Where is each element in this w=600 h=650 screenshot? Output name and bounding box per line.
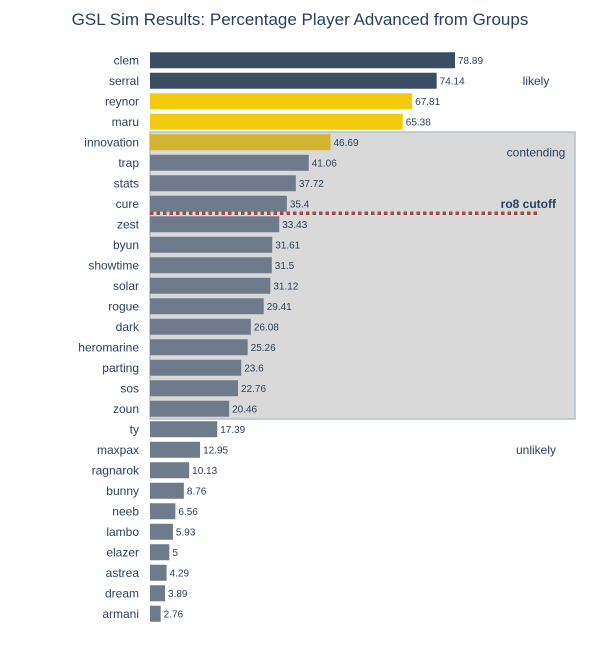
value-label-neeb: 6.56 — [178, 507, 198, 518]
tick-label-maru: maru — [112, 115, 139, 129]
tick-label-zest: zest — [117, 217, 140, 231]
tick-label-clem: clem — [114, 53, 139, 67]
value-label-rogue: 29.41 — [267, 302, 292, 313]
tick-label-ty: ty — [130, 422, 139, 436]
value-label-serral: 74.14 — [440, 76, 465, 87]
value-label-stats: 37.72 — [299, 179, 324, 190]
bar-cure — [150, 195, 287, 212]
bar-sos — [150, 380, 238, 397]
value-label-dream: 3.89 — [168, 589, 188, 600]
bar-ragnarok — [150, 462, 190, 479]
tick-label-solar: solar — [113, 279, 139, 293]
bar-parting — [150, 359, 242, 376]
label-layer: likely contending unlikely clem 78.89 serral 7… — [78, 53, 565, 621]
value-label-elazer: 5 — [172, 548, 178, 559]
value-label-innovation: 46.69 — [334, 138, 359, 149]
tick-label-dream: dream — [105, 586, 139, 600]
value-label-ragnarok: 10.13 — [192, 466, 217, 477]
value-label-sos: 22.76 — [241, 384, 266, 395]
bar-solar — [150, 277, 271, 294]
tick-label-neeb: neeb — [112, 504, 139, 518]
bar-armani — [150, 605, 161, 622]
bar-maru — [150, 113, 403, 130]
tick-label-cure: cure — [116, 197, 140, 211]
tick-label-maxpax: maxpax — [97, 443, 139, 457]
tick-label-reynor: reynor — [105, 94, 139, 108]
bar-rogue — [150, 298, 264, 315]
value-label-heromarine: 25.26 — [251, 343, 276, 354]
bar-zoun — [150, 400, 230, 417]
tick-label-astrea: astrea — [106, 566, 140, 580]
bar-dark — [150, 318, 251, 335]
tick-label-dark: dark — [116, 320, 140, 334]
value-label-dark: 26.08 — [254, 322, 279, 333]
region-label-unlikely: unlikely — [516, 443, 556, 457]
tick-label-sos: sos — [120, 381, 139, 395]
value-label-clem: 78.89 — [458, 56, 483, 67]
value-label-armani: 2.76 — [164, 609, 184, 620]
value-label-maru: 65.38 — [406, 117, 431, 128]
tick-label-bunny: bunny — [106, 484, 139, 498]
tick-label-elazer: elazer — [106, 545, 139, 559]
tick-label-heromarine: heromarine — [78, 340, 139, 354]
value-label-lambo: 5.93 — [176, 527, 196, 538]
tick-label-armani: armani — [102, 607, 139, 621]
value-label-parting: 23.6 — [244, 363, 264, 374]
value-label-cure: 35.4 — [290, 199, 310, 210]
value-label-reynor: 67.81 — [415, 97, 440, 108]
bar-elazer — [150, 544, 170, 561]
chart-title: GSL Sim Results: Percentage Player Advan… — [72, 10, 529, 29]
bar-innovation — [150, 134, 331, 151]
bar-reynor — [150, 93, 413, 110]
tick-label-parting: parting — [102, 361, 139, 375]
bar-astrea — [150, 564, 167, 581]
value-label-zest: 33.43 — [282, 220, 307, 231]
tick-label-stats: stats — [114, 176, 139, 190]
tick-label-ragnarok: ragnarok — [92, 463, 140, 477]
value-label-bunny: 8.76 — [187, 486, 207, 497]
value-label-trap: 41.06 — [312, 158, 337, 169]
tick-label-zoun: zoun — [113, 402, 139, 416]
region-label-likely: likely — [523, 74, 550, 88]
bar-maxpax — [150, 441, 201, 458]
tick-label-serral: serral — [109, 74, 139, 88]
bar-serral — [150, 72, 437, 89]
region-contending-shade — [149, 131, 576, 420]
value-label-astrea: 4.29 — [170, 568, 190, 579]
value-label-maxpax: 12.95 — [203, 445, 228, 456]
bar-bunny — [150, 482, 184, 499]
value-label-zoun: 20.46 — [232, 404, 257, 415]
bar-byun — [150, 236, 273, 253]
bar-clem — [150, 52, 456, 69]
value-label-showtime: 31.5 — [275, 261, 295, 272]
tick-label-lambo: lambo — [106, 525, 139, 539]
bar-ty — [150, 421, 218, 438]
cutoff-label: ro8 cutoff — [501, 197, 557, 211]
bar-zest — [150, 216, 280, 233]
tick-label-byun: byun — [113, 238, 139, 252]
tick-label-innovation: innovation — [84, 135, 139, 149]
tick-label-showtime: showtime — [88, 258, 139, 272]
bar-layer — [150, 52, 456, 622]
value-label-byun: 31.61 — [275, 240, 300, 251]
region-label-contending: contending — [507, 146, 566, 160]
bar-stats — [150, 175, 296, 192]
tick-label-trap: trap — [118, 156, 139, 170]
region-layer — [149, 131, 576, 420]
value-label-solar: 31.12 — [273, 281, 298, 292]
bar-neeb — [150, 503, 176, 520]
bar-heromarine — [150, 339, 248, 356]
bar-lambo — [150, 523, 173, 540]
bar-trap — [150, 154, 309, 171]
value-label-ty: 17.39 — [220, 425, 245, 436]
tick-label-rogue: rogue — [108, 299, 139, 313]
bar-dream — [150, 585, 166, 602]
bar-showtime — [150, 257, 272, 274]
